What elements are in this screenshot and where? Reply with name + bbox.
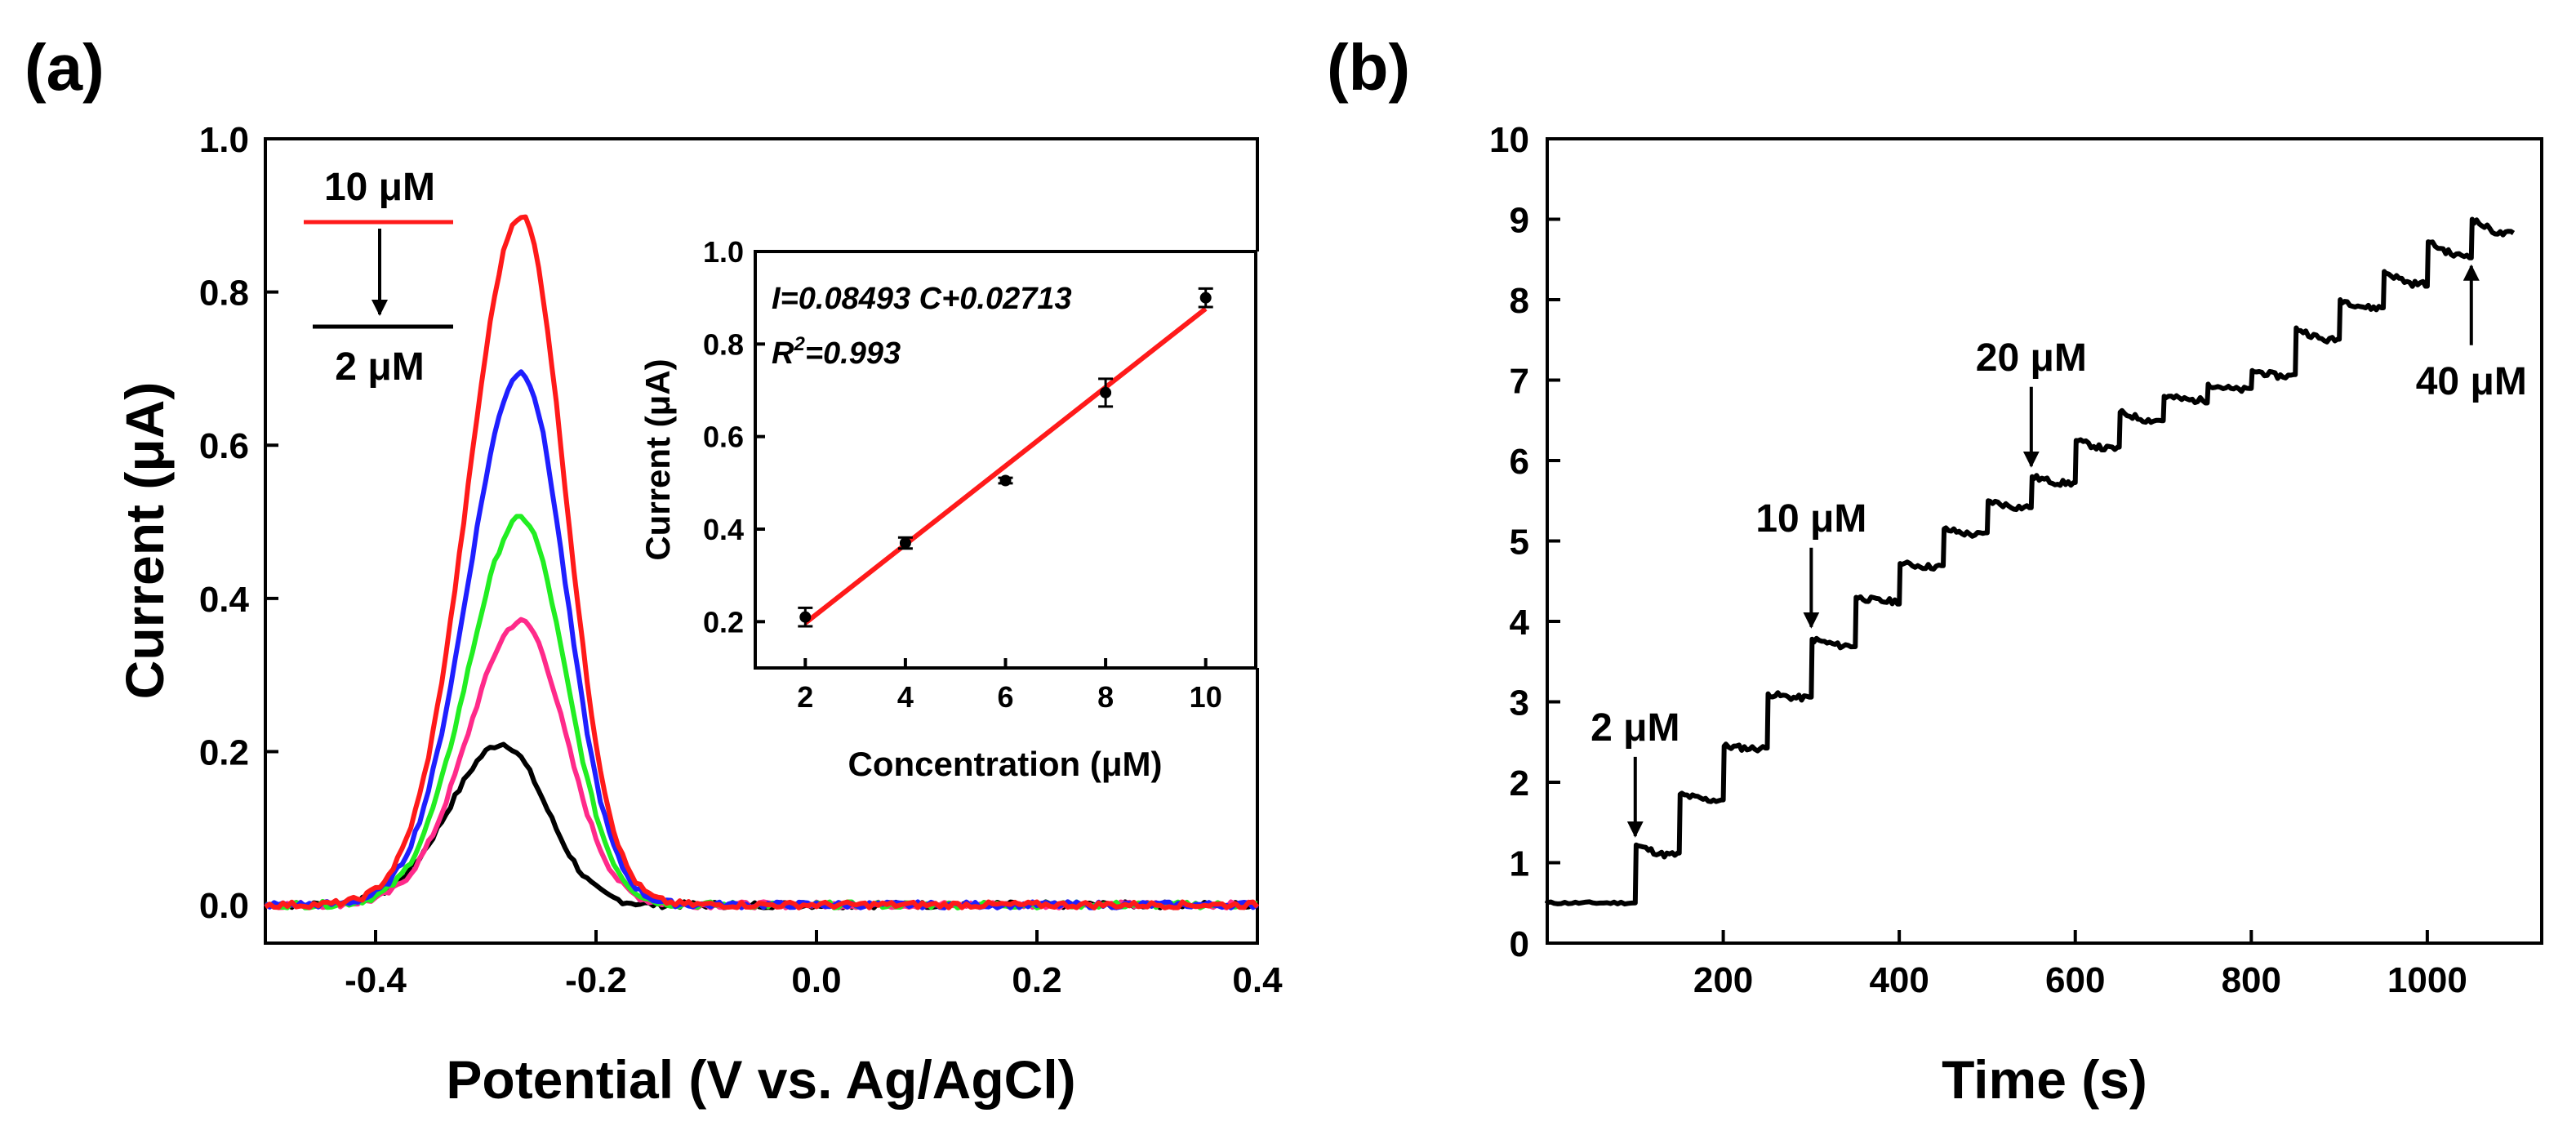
annotation-label: 40 μM: [2416, 360, 2527, 403]
panel-a: (a) -0.4 -0.2 0.0 0.2 0.4 0.0 0.2 0.4 0.6 0.8 1.0…: [24, 31, 1283, 1110]
inset-data-point: [799, 611, 812, 623]
inset-data-point: [899, 537, 911, 549]
inset-y-tick-label: 1.0: [703, 235, 744, 269]
panel-a-x-axis-label: Potential (V vs. Ag/AgCl): [446, 1049, 1075, 1110]
panel-b-y-tick-label: 0: [1510, 924, 1529, 964]
panel-b-y-tick-label: 9: [1510, 201, 1529, 241]
panel-b-x-tick-label: 600: [2045, 960, 2105, 1000]
inset-x-ticks: 2 4 6 8 10: [797, 658, 1222, 714]
panel-b-x-tick-label: 800: [2222, 960, 2281, 1000]
panel-a-x-tick-label: 0.0: [791, 960, 841, 1000]
dpv-curve: [264, 214, 1260, 910]
inset-points: [798, 287, 1213, 628]
annotation-label: 2 μM: [1591, 706, 1680, 750]
inset-x-tick-label: 10: [1190, 680, 1222, 714]
panel-b-y-tick-label: 5: [1510, 523, 1529, 563]
panel-b-label: (b): [1327, 31, 1410, 104]
inset-r-prefix: R: [772, 336, 794, 371]
panel-a-y-axis-label: Current (μA): [114, 382, 175, 700]
panel-a-y-tick-label: 0.0: [199, 886, 249, 926]
inset-data-point: [999, 474, 1012, 487]
panel-a-inset: 2 4 6 8 10 0.2 0.4 0.6 0.8 1.0 I=0.08493 C+0.027…: [638, 235, 1261, 783]
panel-b-x-tick-label: 200: [1693, 960, 1753, 1000]
inset-data-point: [1199, 292, 1212, 304]
panel-a-y-ticks: 0.0 0.2 0.4 0.6 0.8 1.0: [199, 120, 278, 926]
inset-x-tick-label: 6: [997, 680, 1013, 714]
panel-a-legend: 10 μM 2 μM: [304, 166, 453, 389]
panel-a-y-tick-label: 0.6: [199, 426, 249, 466]
panel-b-annotations: 2 μM 10 μM 20 μM 40 μM: [1591, 264, 2527, 838]
panel-a-y-tick-label: 1.0: [199, 120, 249, 160]
panel-a-x-tick-label: -0.4: [345, 960, 407, 1000]
inset-data-point: [1100, 386, 1112, 398]
inset-r-suffix: =0.993: [805, 336, 901, 371]
panel-b-y-tick-label: 8: [1510, 281, 1529, 321]
inset-y-axis-label: Current (μA): [638, 358, 677, 560]
inset-x-tick-label: 8: [1097, 680, 1114, 714]
inset-y-tick-label: 0.4: [703, 513, 744, 546]
annotation-label: 10 μM: [1755, 497, 1866, 541]
panel-b-y-tick-label: 1: [1510, 844, 1529, 884]
panel-a-x-tick-label: 0.2: [1012, 960, 1061, 1000]
inset-fit-line: [803, 306, 1208, 625]
panel-a-x-ticks: -0.4 -0.2 0.0 0.2 0.4: [345, 930, 1283, 1000]
inset-x-axis-label: Concentration (μM): [848, 745, 1163, 783]
legend-top-label: 10 μM: [324, 166, 435, 209]
inset-equation: I=0.08493 C+0.02713: [772, 282, 1072, 316]
panel-b-plot-frame: [1546, 137, 2543, 945]
panel-a-label: (a): [24, 31, 105, 104]
panel-a-curves: [264, 214, 1260, 910]
panel-b-x-tick-label: 1000: [2387, 960, 2467, 1000]
inset-y-ticks: 0.2 0.4 0.6 0.8 1.0: [703, 235, 765, 639]
inset-y-tick-label: 0.6: [703, 421, 744, 454]
panel-b-x-ticks: 200 400 600 800 1000: [1693, 930, 2467, 1000]
panel-a-y-tick-label: 0.2: [199, 732, 249, 772]
panel-a-x-tick-label: 0.4: [1232, 960, 1283, 1000]
panel-b-trace: [1545, 216, 2516, 907]
panel-b-y-tick-label: 7: [1510, 362, 1529, 402]
legend-bottom-label: 2 μM: [335, 345, 424, 389]
panel-b-y-tick-label: 10: [1489, 120, 1529, 160]
panel-b: (b) 200 400 600 800 1000 0 1 2 3 4 5 6 7 8 9 10 2 μM 10…: [1327, 31, 2543, 1110]
panel-b-x-tick-label: 400: [1869, 960, 1929, 1000]
panel-b-x-axis-label: Time (s): [1942, 1049, 2147, 1110]
inset-r-squared: R2=0.993: [772, 333, 901, 371]
inset-x-tick-label: 4: [897, 680, 914, 714]
panel-b-y-ticks: 0 1 2 3 4 5 6 7 8 9 10: [1489, 120, 1560, 964]
panel-a-y-tick-label: 0.8: [199, 274, 249, 314]
panel-b-y-tick-label: 3: [1510, 683, 1529, 723]
panel-b-y-tick-label: 2: [1510, 763, 1529, 803]
panel-b-y-tick-label: 6: [1510, 442, 1529, 482]
annotation-label: 20 μM: [1976, 336, 2087, 380]
inset-x-tick-label: 2: [797, 680, 813, 714]
inset-y-tick-label: 0.2: [703, 605, 744, 639]
panel-a-y-tick-label: 0.4: [199, 580, 250, 620]
panel-b-y-tick-label: 4: [1510, 603, 1530, 643]
panel-a-x-tick-label: -0.2: [565, 960, 627, 1000]
inset-y-tick-label: 0.8: [703, 327, 744, 361]
inset-r-sup: 2: [793, 333, 805, 355]
